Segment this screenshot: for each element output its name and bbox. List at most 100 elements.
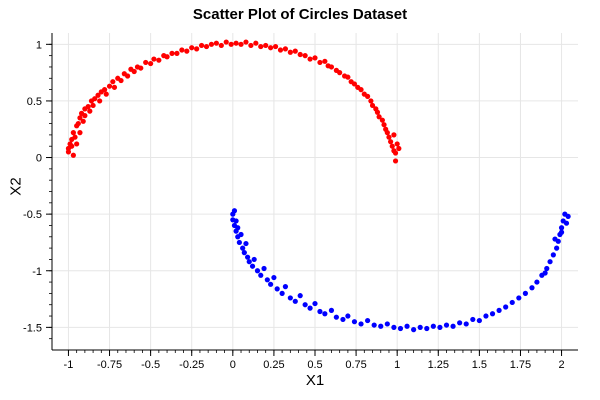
x-tick-label: -0.25 [179, 359, 204, 371]
data-point [75, 120, 81, 127]
data-point [261, 265, 267, 272]
data-point [110, 79, 116, 85]
data-point [85, 103, 91, 110]
data-point [437, 324, 443, 330]
data-point [509, 299, 515, 306]
data-point [312, 300, 318, 307]
data-point [424, 325, 430, 332]
data-point [87, 108, 93, 114]
x-tick-label: 0.5 [307, 359, 322, 371]
data-point [264, 277, 270, 283]
data-point [233, 218, 239, 224]
data-point [70, 152, 76, 158]
data-point [258, 272, 264, 278]
data-point [358, 87, 364, 93]
data-point [340, 316, 346, 323]
data-point [345, 313, 351, 319]
data-point [223, 39, 229, 45]
x-tick-label: 1.5 [472, 359, 487, 371]
data-point [392, 158, 399, 164]
data-point [277, 47, 284, 53]
data-point [496, 307, 502, 313]
data-point [443, 322, 450, 328]
data-point [218, 42, 224, 49]
data-point [397, 325, 404, 332]
data-point [547, 259, 553, 265]
data-point [203, 43, 210, 50]
data-point [125, 73, 131, 79]
data-point [369, 102, 376, 109]
x-tick-label: 0.25 [263, 359, 284, 371]
data-point [69, 143, 75, 149]
data-point [558, 225, 565, 231]
data-point [233, 40, 239, 46]
data-point [118, 77, 124, 84]
data-point [208, 41, 215, 47]
data-point [272, 43, 279, 50]
x-axis-label: X1 [305, 372, 325, 389]
data-point [322, 58, 328, 64]
data-point [249, 263, 256, 269]
x-tick-label: -1 [64, 359, 74, 371]
data-point [274, 286, 280, 292]
data-point [384, 130, 390, 136]
data-point [358, 321, 364, 327]
y-tick-label: -1.5 [23, 322, 42, 334]
data-point [253, 40, 259, 46]
y-tick-label: 0.5 [27, 96, 42, 108]
data-point [236, 239, 242, 246]
data-point [297, 293, 303, 299]
y-tick-label: -1 [32, 266, 42, 278]
data-point [386, 134, 392, 140]
data-point [544, 265, 550, 272]
data-point [246, 259, 252, 265]
data-point [378, 323, 384, 329]
data-point [542, 270, 548, 276]
data-point [297, 51, 303, 58]
data-point [198, 42, 205, 49]
y-tick-label: -0.5 [23, 209, 42, 221]
data-point [292, 298, 298, 304]
data-point [169, 50, 175, 56]
data-point [463, 321, 469, 327]
data-point [213, 40, 219, 46]
data-point [238, 231, 244, 238]
data-point [565, 213, 571, 220]
data-point [282, 46, 289, 52]
data-point [111, 84, 118, 90]
data-point [558, 229, 565, 235]
data-point [292, 48, 298, 54]
data-point [138, 65, 144, 71]
data-point [307, 305, 313, 311]
x-tick-label: -0.5 [141, 359, 160, 371]
x-tick-label: 0 [230, 359, 236, 371]
data-point [404, 323, 410, 329]
data-point [92, 96, 98, 102]
data-point [243, 39, 249, 45]
data-point [345, 74, 351, 80]
data-point [179, 47, 185, 53]
data-point [365, 93, 371, 99]
data-point [365, 317, 371, 324]
data-point [287, 295, 293, 301]
data-point [384, 321, 390, 327]
data-point [106, 83, 113, 89]
data-point [374, 109, 381, 115]
data-point [174, 50, 180, 56]
data-point [450, 323, 456, 329]
data-point [131, 68, 137, 75]
data-point [312, 55, 318, 61]
data-point [376, 114, 382, 120]
data-point [307, 56, 313, 62]
data-point [529, 285, 535, 291]
data-point [470, 316, 476, 323]
data-point [80, 118, 86, 124]
data-point [77, 115, 83, 121]
data-point [302, 53, 308, 59]
data-point [534, 279, 540, 285]
data-point [457, 320, 463, 326]
data-point [396, 145, 402, 152]
data-point [164, 54, 170, 60]
data-point [148, 60, 154, 67]
